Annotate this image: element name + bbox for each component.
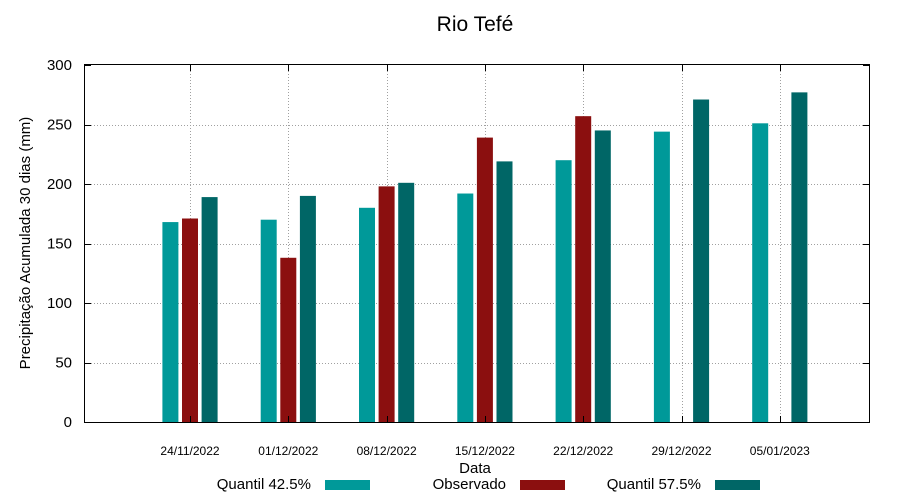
x-tick-label: 22/12/2022: [553, 444, 613, 458]
bar-quantil-57-5: [693, 99, 710, 422]
x-axis-ticks: 24/11/2022 01/12/2022 08/12/2022 15/12/2022…: [160, 65, 810, 458]
x-axis-label: Data: [459, 460, 491, 477]
y-axis-label: Precipitação Acumulada 30 dias (mm): [17, 117, 34, 370]
bar-quantil-42-5: [162, 222, 179, 422]
bar-observado: [476, 137, 493, 422]
bar-quantil-57-5: [791, 92, 808, 423]
bars: [162, 92, 808, 423]
bar-quantil-57-5: [594, 130, 611, 422]
y-axis-ticks: 0 50 100 150 200 250 300: [47, 57, 869, 431]
bar-observado: [182, 218, 198, 422]
y-tick-label: 50: [55, 355, 72, 372]
bar-quantil-42-5: [752, 123, 769, 422]
chart-title: Rio Tefé: [437, 13, 514, 36]
legend-swatch: [715, 480, 760, 490]
y-tick-label: 100: [47, 295, 72, 312]
bar-quantil-42-5: [555, 160, 572, 422]
bar-quantil-57-5: [398, 182, 415, 422]
legend: Quantil 42.5% Observado Quantil 57.5%: [217, 476, 760, 493]
legend-label: Quantil 57.5%: [607, 476, 701, 493]
x-tick-label: 08/12/2022: [357, 444, 417, 458]
plot-frame: [84, 64, 870, 423]
y-tick-label: 300: [47, 57, 72, 74]
x-tick-label: 29/12/2022: [651, 444, 711, 458]
bar-observado: [280, 257, 297, 422]
y-tick-label: 250: [47, 117, 72, 134]
y-tick-label: 0: [64, 414, 72, 431]
bar-quantil-42-5: [260, 219, 277, 422]
bar-quantil-42-5: [653, 131, 670, 422]
x-tick-label: 01/12/2022: [258, 444, 318, 458]
y-tick-label: 200: [47, 176, 72, 193]
legend-label: Quantil 42.5%: [217, 476, 311, 493]
x-tick-label: 05/01/2023: [750, 444, 810, 458]
bar-quantil-42-5: [457, 193, 474, 422]
y-tick-label: 150: [47, 236, 72, 253]
legend-swatch: [520, 480, 565, 490]
bar-observado: [378, 186, 395, 422]
legend-label: Observado: [433, 476, 506, 493]
bar-quantil-42-5: [359, 207, 375, 422]
bar-quantil-57-5: [201, 197, 218, 422]
bar-quantil-57-5: [496, 161, 513, 422]
bar-quantil-57-5: [299, 195, 316, 422]
legend-swatch: [325, 480, 370, 490]
x-tick-label: 15/12/2022: [455, 444, 515, 458]
bar-observado: [575, 116, 592, 423]
x-tick-label: 24/11/2022: [160, 444, 219, 458]
